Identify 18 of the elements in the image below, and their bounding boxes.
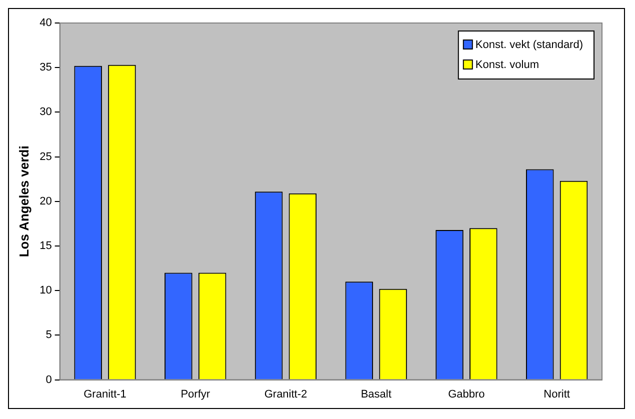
- y-tick-label: 40: [40, 17, 52, 30]
- y-tick-label: 25: [40, 150, 52, 163]
- y-tick-label: 20: [40, 195, 52, 208]
- x-tick-label: Gabbro: [448, 388, 485, 400]
- x-tick-label: Basalt: [360, 388, 392, 400]
- y-axis-title: Los Angeles verdi: [16, 146, 32, 258]
- y-tick-label: 10: [40, 284, 52, 297]
- legend-label: Konst. volum: [475, 59, 539, 72]
- y-tick-label: 15: [40, 240, 52, 252]
- y-tick-label: 0: [46, 374, 52, 386]
- x-tick-label: Granitt-2: [264, 388, 308, 400]
- x-tick-label: Porfyr: [180, 388, 210, 400]
- x-tick-label: Noritt: [544, 388, 570, 400]
- y-tick-label: 30: [40, 106, 52, 118]
- y-tick-label: 5: [46, 329, 52, 342]
- y-tick-label: 35: [40, 62, 52, 74]
- x-tick-label: Granitt-1: [84, 388, 126, 400]
- legend-label: Konst. vekt (standard): [475, 39, 584, 52]
